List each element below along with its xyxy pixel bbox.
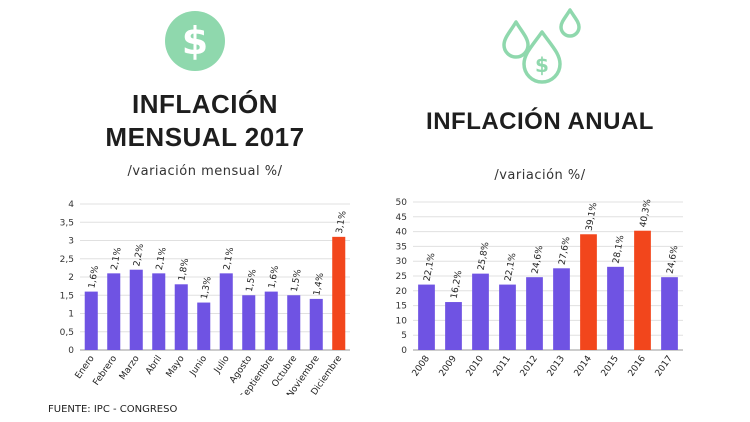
y-tick-label: 3,5: [60, 218, 74, 228]
annual-value-label: 16,2%: [450, 269, 465, 299]
y-tick-label: 0: [68, 346, 74, 356]
annual-bar: [607, 266, 624, 350]
annual-value-label: 25,8%: [477, 241, 492, 271]
y-tick-label: 1,5: [60, 291, 74, 301]
monthly-category-label: Mayo: [165, 354, 187, 380]
monthly-category-label: Enero: [74, 354, 97, 381]
y-tick-label: 5: [401, 331, 407, 341]
monthly-bar: [332, 236, 346, 350]
monthly-value-label: 1,3%: [200, 275, 214, 300]
monthly-bar: [309, 298, 323, 350]
y-tick-label: 0: [401, 346, 407, 356]
monthly-value-label: 2,1%: [222, 246, 236, 271]
y-tick-label: 45: [396, 213, 407, 223]
monthly-value-label: 1,5%: [245, 268, 259, 293]
left-title: INFLACIÓN MENSUAL 2017: [60, 88, 350, 154]
annual-value-label: 24,6%: [531, 244, 546, 274]
annual-value-label: 24,6%: [666, 244, 681, 274]
monthly-bar: [107, 273, 121, 350]
annual-value-label: 22,1%: [423, 252, 438, 282]
annual-value-label: 28,1%: [612, 234, 627, 264]
monthly-category-label: Febrero: [92, 354, 120, 388]
left-subtitle: /variación mensual %/: [127, 164, 283, 179]
y-tick-label: 15: [396, 302, 407, 312]
annual-bar: [445, 302, 462, 350]
right-subtitle: /variación %/: [494, 168, 586, 183]
y-tick-label: 50: [396, 198, 408, 208]
y-tick-label: 2,5: [60, 255, 74, 265]
money-drops-icon: $: [502, 8, 581, 84]
monthly-category-label: Junio: [188, 354, 210, 379]
monthly-bar: [242, 295, 256, 350]
y-tick-label: 2: [68, 273, 74, 283]
y-tick-label: 3: [68, 237, 74, 247]
monthly-bar: [174, 284, 188, 350]
annual-bar: [526, 277, 543, 350]
annual-bar: [418, 284, 435, 350]
monthly-inflation-chart: 0 0,5 1 1,5 2 2,5 3 3,5 4 1,6% Enero 2,1% Febrero 2,2…: [60, 200, 350, 395]
annual-bar: [472, 273, 489, 350]
annual-category-label: 2015: [600, 354, 621, 378]
annual-bar: [499, 284, 516, 350]
monthly-value-label: 3,1%: [335, 210, 349, 235]
monthly-value-label: 1,5%: [290, 268, 304, 293]
monthly-category-label: Julio: [212, 354, 232, 376]
annual-category-label: 2008: [411, 354, 432, 379]
monthly-bar: [152, 273, 166, 350]
annual-category-label: 2009: [438, 354, 459, 379]
y-tick-label: 4: [68, 200, 74, 210]
monthly-bar: [197, 302, 211, 350]
annual-bar: [580, 234, 597, 350]
annual-value-label: 27,6%: [558, 235, 573, 265]
annual-bar: [661, 277, 678, 350]
annual-value-label: 40,3%: [639, 198, 654, 228]
annual-category-label: 2012: [519, 354, 540, 378]
monthly-value-label: 1,6%: [87, 264, 101, 289]
annual-bar: [553, 268, 570, 350]
annual-category-label: 2016: [627, 354, 648, 379]
monthly-category-label: Abril: [144, 354, 164, 377]
monthly-bar: [287, 295, 301, 350]
monthly-bar: [84, 291, 98, 350]
left-title-line2: MENSUAL 2017: [105, 122, 305, 152]
monthly-value-label: 2,1%: [110, 246, 124, 271]
annual-category-label: 2011: [492, 354, 513, 378]
left-title-line1: INFLACIÓN: [131, 89, 279, 119]
annual-category-label: 2014: [573, 354, 594, 379]
y-tick-label: 25: [396, 272, 407, 282]
y-tick-label: 20: [396, 287, 408, 297]
annual-inflation-chart: 0 5 10 15 20 25 30 35 40 45 50 22,1% 2008 16,2% 2009 25…: [396, 198, 683, 379]
y-tick-label: 1: [68, 310, 74, 320]
source-note: FUENTE: IPC - CONGRESO: [48, 404, 178, 415]
annual-bar: [634, 230, 651, 350]
monthly-bar: [129, 269, 143, 350]
monthly-category-label: Marzo: [118, 354, 142, 382]
y-tick-label: 10: [396, 316, 408, 326]
monthly-bar: [264, 291, 278, 350]
monthly-value-label: 2,1%: [155, 246, 169, 271]
annual-category-label: 2010: [465, 354, 486, 379]
y-tick-label: 30: [396, 257, 408, 267]
monthly-value-label: 1,6%: [267, 264, 281, 289]
monthly-bar: [219, 273, 233, 350]
annual-value-label: 39,1%: [585, 201, 600, 231]
right-title: INFLACIÓN ANUAL: [426, 108, 654, 135]
dollar-circle-icon: $: [165, 11, 225, 71]
annual-value-label: 22,1%: [504, 252, 519, 282]
y-tick-label: 35: [396, 242, 407, 252]
monthly-value-label: 1,4%: [312, 272, 326, 297]
y-tick-label: 40: [396, 228, 408, 238]
monthly-value-label: 2,2%: [132, 243, 146, 268]
svg-text:$: $: [182, 19, 208, 63]
annual-category-label: 2013: [546, 354, 567, 378]
monthly-value-label: 1,8%: [177, 257, 191, 282]
y-tick-label: 0,5: [60, 328, 74, 338]
annual-category-label: 2017: [654, 354, 675, 378]
svg-text:$: $: [535, 53, 549, 77]
